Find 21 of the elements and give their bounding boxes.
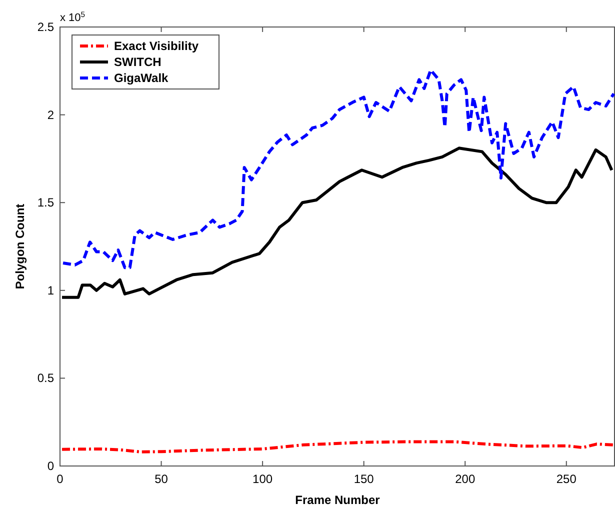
x-axis-title: Frame Number bbox=[295, 493, 380, 507]
x-tick-label: 200 bbox=[455, 472, 476, 486]
x-tick-label: 0 bbox=[56, 472, 64, 486]
legend-label: Exact Visibility bbox=[114, 39, 199, 53]
y-axis-title: Polygon Count bbox=[13, 204, 27, 290]
text: x 10$^{5}$ bbox=[60, 10, 86, 24]
line-series bbox=[62, 68, 615, 270]
x-tick-label: 100 bbox=[252, 472, 273, 486]
legend-label: SWITCH bbox=[114, 55, 162, 69]
y-tick-label: 1.5 bbox=[37, 196, 54, 210]
y-tick-label: 2 bbox=[47, 108, 54, 122]
y-tick-label: 0.5 bbox=[37, 371, 54, 386]
line-series bbox=[60, 440, 615, 454]
y-tick-label: 2.5 bbox=[37, 20, 54, 34]
x-tick-label: 150 bbox=[354, 472, 374, 486]
y-tick-label: 1 bbox=[47, 283, 54, 298]
line-series bbox=[60, 146, 614, 299]
legend-label: GigaWalk bbox=[114, 71, 169, 85]
y-tick-label: 0 bbox=[47, 459, 54, 473]
x-tick-label: 250 bbox=[556, 472, 577, 486]
x-tick-label: 50 bbox=[154, 472, 168, 486]
